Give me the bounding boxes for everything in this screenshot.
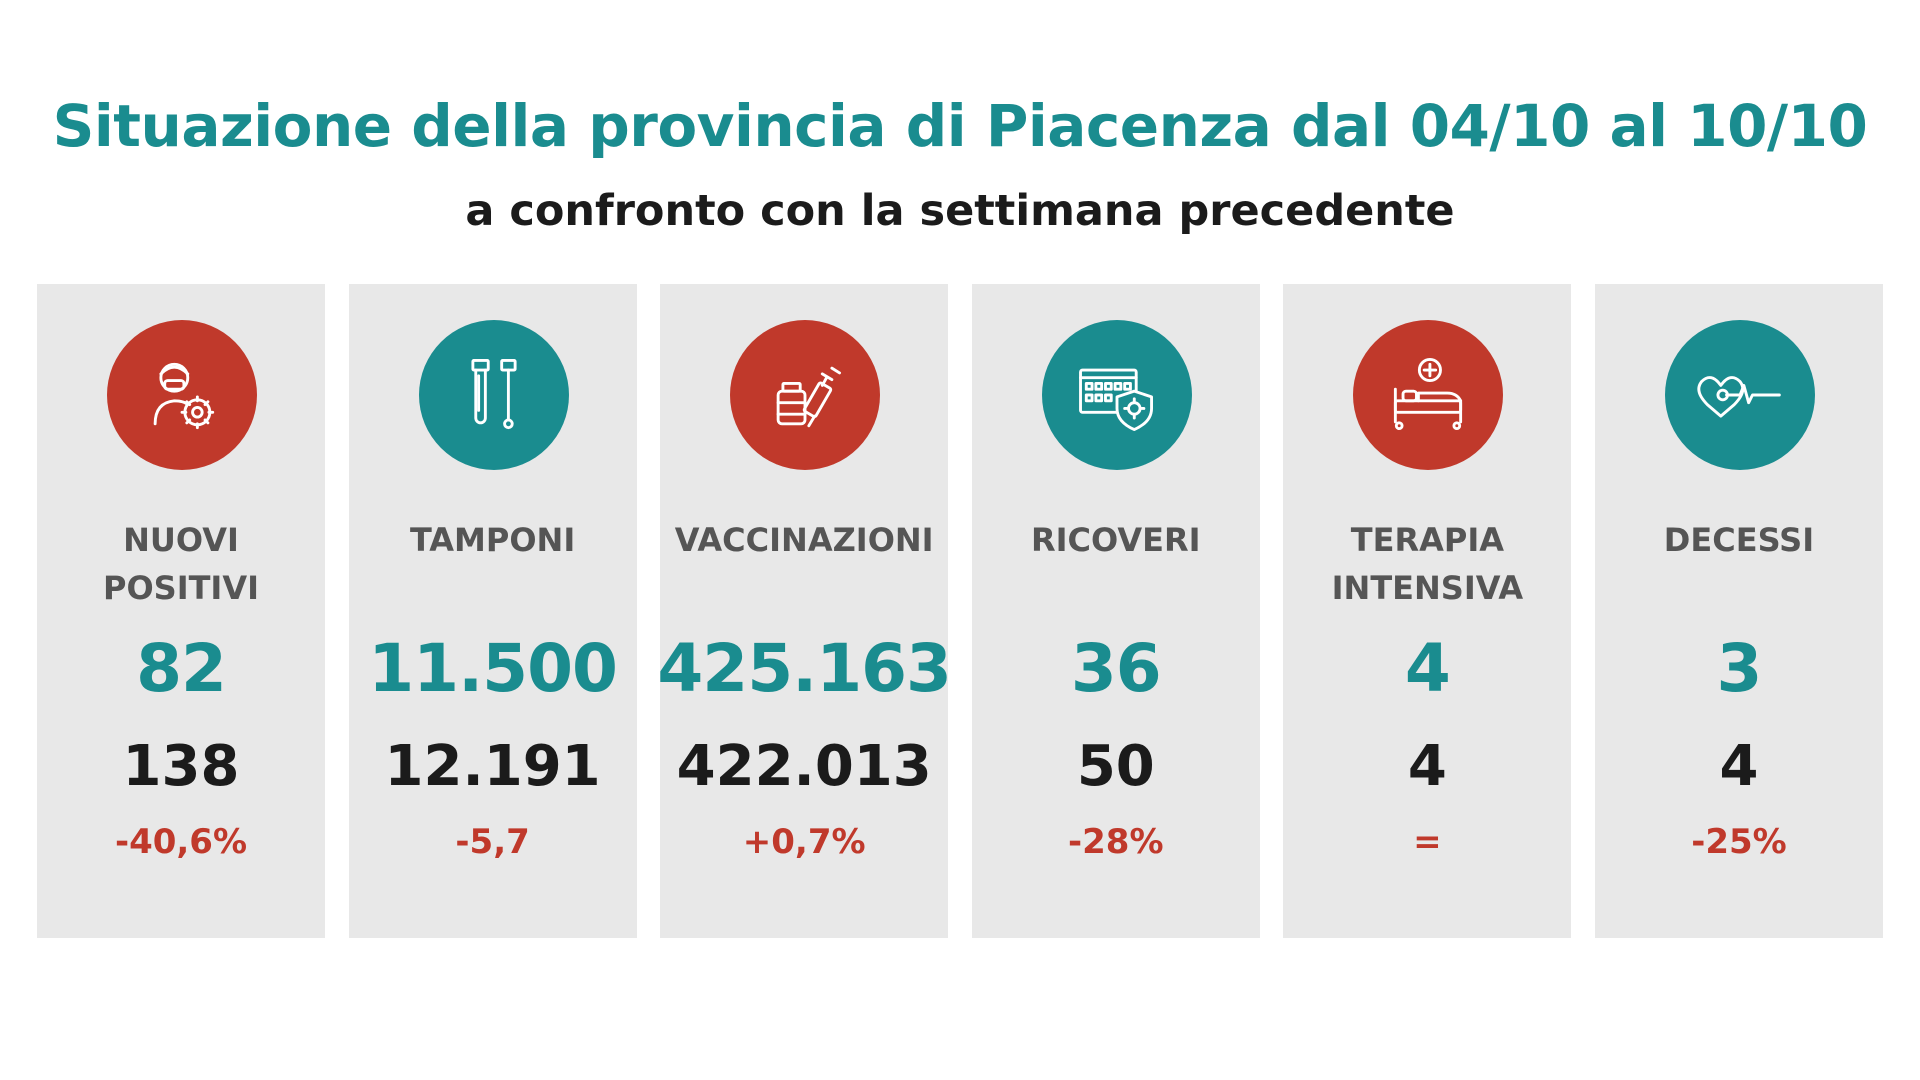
page-title: Situazione della provincia di Piacenza d…	[52, 92, 1868, 160]
current-week-value: 425.163	[657, 630, 952, 707]
current-week-value: 82	[136, 630, 227, 707]
previous-week-value: 4	[1719, 734, 1759, 799]
hospital-shield-icon	[1041, 320, 1192, 470]
percent-change: -28%	[1068, 822, 1164, 862]
previous-week-value: 138	[122, 734, 240, 799]
card-decessi: DECESSI 3 4 -25%	[1594, 284, 1883, 938]
percent-change: -5,7	[455, 822, 530, 862]
page-subtitle: a confronto con la settimana precedente	[465, 186, 1455, 236]
hospital-bed-icon	[1353, 320, 1504, 470]
masked-person-virus-icon	[107, 320, 257, 470]
card-tamponi: TAMPONI 11.500 12.191 -5,7	[348, 284, 637, 938]
heartbeat-icon	[1664, 320, 1815, 470]
card-label: RICOVERI	[1031, 521, 1201, 559]
card-label: VACCINAZIONI	[674, 521, 934, 559]
test-tubes-icon	[418, 320, 569, 470]
card-nuovi-positivi: NUOVI POSITIVI 82 138 -40,6%	[37, 284, 325, 938]
previous-week-value: 4	[1407, 734, 1447, 799]
stats-cards: NUOVI POSITIVI 82 138 -40,6% TAMPONI 11.…	[37, 284, 1883, 938]
card-label: TERAPIA INTENSIVA	[1331, 521, 1524, 607]
card-vaccinazioni: VACCINAZIONI 425.163 422.013 +0,7%	[657, 284, 952, 938]
current-week-value: 3	[1716, 630, 1763, 707]
current-week-value: 36	[1070, 630, 1162, 707]
card-label: DECESSI	[1663, 521, 1815, 559]
percent-change: -25%	[1691, 822, 1787, 862]
previous-week-value: 12.191	[384, 734, 601, 799]
card-label: TAMPONI	[409, 521, 576, 559]
card-terapia-intensiva: TERAPIA INTENSIVA 4 4 =	[1283, 284, 1572, 938]
current-week-value: 11.500	[368, 630, 618, 707]
percent-change: +0,7%	[742, 822, 866, 862]
card-label: NUOVI POSITIVI	[102, 521, 259, 607]
previous-week-value: 50	[1076, 734, 1155, 799]
percent-change: -40,6%	[114, 822, 248, 862]
current-week-value: 4	[1404, 630, 1451, 707]
card-ricoveri: RICOVERI 36 50 -28%	[971, 284, 1260, 938]
previous-week-value: 422.013	[676, 734, 932, 799]
percent-change: =	[1413, 822, 1442, 862]
vaccine-syringe-icon	[730, 320, 881, 470]
